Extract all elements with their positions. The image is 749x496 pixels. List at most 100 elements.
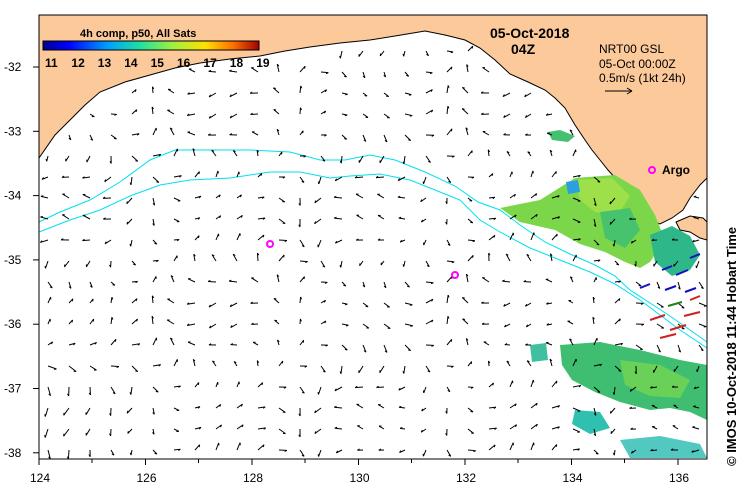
colorbar-tick-label: 18 — [230, 56, 244, 70]
vector-arrowhead — [671, 238, 675, 241]
vector-arrow — [104, 239, 112, 245]
lon-tick-label: 126 — [137, 471, 157, 485]
vector-arrowhead — [219, 404, 222, 407]
vector-arrow — [85, 428, 91, 436]
vector-arrow — [593, 176, 601, 183]
vector-arrow — [229, 302, 238, 308]
vector-arrow — [299, 176, 305, 183]
vector-arrow — [251, 277, 259, 283]
vector-arrowhead — [658, 350, 661, 353]
colorbar-tick-label: 19 — [256, 56, 270, 70]
vector-arrowhead — [700, 286, 704, 289]
vector-arrow — [404, 344, 411, 352]
vector-arrowhead — [298, 434, 301, 438]
argo-legend-marker — [648, 166, 656, 174]
vector-arrowhead — [472, 240, 476, 243]
vector-arrow — [211, 254, 217, 262]
vector-arrow — [299, 239, 305, 248]
vector-arrowhead — [610, 431, 612, 434]
vector-arrow — [333, 196, 343, 199]
vector-arrowhead — [399, 426, 403, 429]
vector-arrow — [89, 341, 97, 346]
vector-arrowhead — [692, 426, 695, 428]
vector-arrow — [257, 406, 266, 409]
vector-arrowhead — [241, 424, 244, 428]
vector-arrowhead — [428, 160, 431, 163]
vector-arrowhead — [431, 298, 434, 302]
vector-arrow — [47, 296, 52, 304]
vector-arrow — [173, 359, 178, 367]
map-date: 05-Oct-2018 — [490, 25, 570, 41]
vector-arrowhead — [137, 343, 141, 346]
vector-arrow — [593, 197, 597, 206]
vector-arrowhead — [250, 112, 253, 115]
vector-arrowhead — [447, 390, 451, 393]
vector-arrowhead — [357, 448, 360, 451]
vector-arrowhead — [592, 316, 595, 320]
vector-arrowhead — [135, 109, 138, 113]
vector-arrowhead — [209, 325, 212, 329]
vector-arrowhead — [154, 452, 158, 455]
vector-arrowhead — [447, 316, 450, 319]
vector-arrow — [236, 403, 243, 409]
vector-arrow — [656, 323, 665, 329]
vector-arrowhead — [322, 265, 326, 268]
vector-arrow — [334, 406, 343, 409]
vector-arrowhead — [472, 255, 474, 258]
vector-arrow — [383, 323, 391, 329]
vector-arrowhead — [535, 402, 538, 406]
vector-arrow — [465, 127, 469, 136]
vector-arrowhead — [535, 193, 538, 197]
vector-arrow — [64, 260, 70, 268]
vector-arrowhead — [407, 285, 410, 288]
vector-arrowhead — [102, 196, 106, 199]
vector-arrow — [653, 365, 658, 373]
vector-arrow — [341, 134, 348, 140]
vector-arrow — [68, 342, 76, 346]
vector-arrowhead — [324, 110, 327, 114]
vector-arrowhead — [506, 151, 510, 154]
vector-arrowhead — [158, 153, 162, 157]
vector-arrow — [320, 89, 327, 94]
vector-arrowhead — [303, 155, 307, 158]
vector-arrow — [62, 193, 70, 199]
vector-arrow — [488, 406, 496, 409]
vector-arrow — [572, 254, 577, 262]
vector-arrow — [257, 382, 264, 388]
vector-arrowhead — [493, 406, 497, 409]
vector-arrowhead — [262, 217, 266, 220]
colored-vectors — [639, 253, 701, 339]
vector-arrowhead — [335, 450, 339, 454]
vector-arrowhead — [421, 219, 424, 223]
vector-arrow — [503, 302, 511, 307]
vector-arrow — [85, 407, 91, 416]
vector-arrow — [192, 359, 196, 367]
vector-arrow — [698, 302, 707, 307]
vector-arrow — [488, 444, 496, 451]
vector-arrowhead — [465, 338, 469, 341]
vector-arrowhead — [156, 181, 159, 183]
vector-arrowhead — [569, 338, 572, 341]
colorbar-tick-label: 16 — [177, 56, 191, 70]
vector-arrowhead — [334, 216, 337, 219]
vector-arrow — [530, 442, 535, 451]
vector-arrowhead — [466, 273, 469, 277]
vector-arrowhead — [524, 94, 527, 98]
vector-arrow — [467, 428, 474, 434]
vector-arrow — [446, 275, 453, 283]
vector-arrowhead — [657, 286, 661, 289]
vector-arrow — [320, 365, 326, 373]
vector-arrow — [698, 323, 707, 328]
vector-arrowhead — [597, 259, 601, 262]
vector-arrowhead — [322, 159, 326, 162]
vector-arrowhead — [301, 454, 305, 457]
vector-arrowhead — [447, 105, 450, 109]
vector-arrowhead — [502, 279, 505, 282]
latitude-axis: -32 -33 -34 -35 -36 -37 -38 — [4, 60, 39, 460]
vector-arrowhead — [129, 243, 132, 247]
vector-arrow — [152, 153, 161, 157]
vector-arrow — [151, 295, 154, 304]
lon-tick-label: 128 — [243, 471, 263, 485]
vector-arrowhead — [186, 323, 190, 326]
